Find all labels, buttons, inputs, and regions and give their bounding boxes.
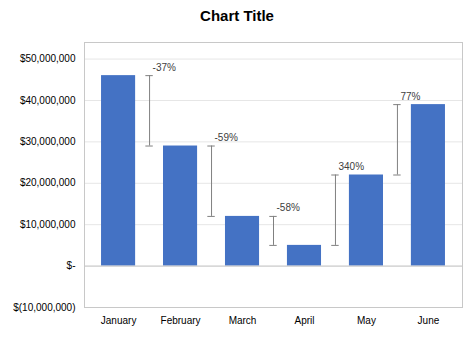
svg-text:340%: 340% bbox=[338, 161, 364, 172]
svg-text:$(10,000,000): $(10,000,000) bbox=[13, 302, 75, 313]
svg-text:-37%: -37% bbox=[153, 62, 176, 73]
svg-text:January: January bbox=[101, 315, 137, 326]
svg-text:$30,000,000: $30,000,000 bbox=[20, 136, 76, 147]
svg-text:June: June bbox=[418, 315, 440, 326]
svg-text:April: April bbox=[294, 315, 314, 326]
svg-text:$-: $- bbox=[67, 260, 76, 271]
svg-text:February: February bbox=[161, 315, 201, 326]
svg-text:$20,000,000: $20,000,000 bbox=[20, 177, 76, 188]
svg-text:March: March bbox=[229, 315, 257, 326]
svg-text:-58%: -58% bbox=[277, 202, 300, 213]
svg-text:May: May bbox=[357, 315, 376, 326]
svg-text:77%: 77% bbox=[400, 91, 420, 102]
svg-text:$10,000,000: $10,000,000 bbox=[20, 219, 76, 230]
svg-text:-59%: -59% bbox=[215, 132, 238, 143]
svg-text:$50,000,000: $50,000,000 bbox=[20, 53, 76, 64]
svg-text:$40,000,000: $40,000,000 bbox=[20, 95, 76, 106]
html-text:Chart Title: Chart Title bbox=[200, 7, 274, 24]
